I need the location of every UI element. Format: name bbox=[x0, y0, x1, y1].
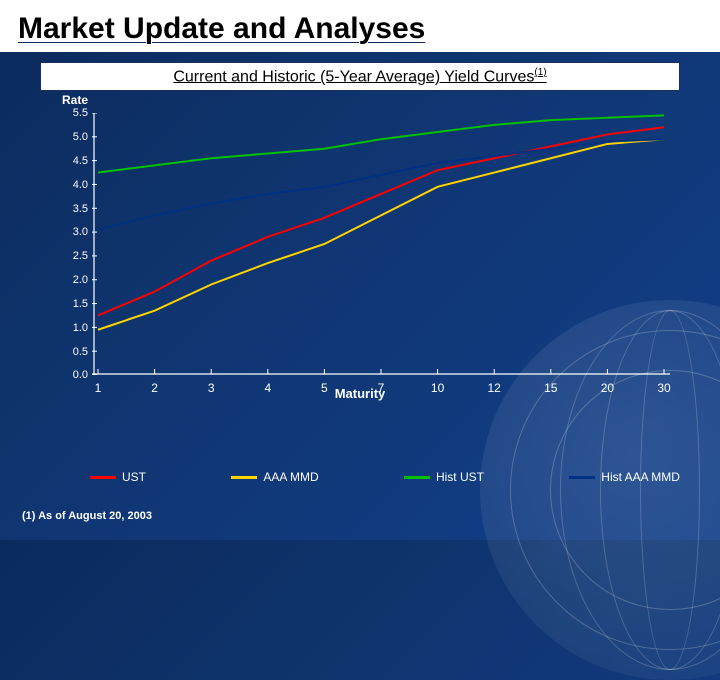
y-tick-label: 4.0 bbox=[60, 179, 88, 191]
slide-title: Market Update and Analyses bbox=[0, 0, 720, 52]
legend-item-ust: UST bbox=[90, 470, 146, 484]
x-tick-label: 5 bbox=[321, 381, 328, 395]
x-axis-label: Maturity bbox=[30, 386, 690, 401]
x-tick-label: 30 bbox=[657, 381, 670, 395]
legend-item-aaa: AAA MMD bbox=[231, 470, 318, 484]
legend-swatch-ust bbox=[90, 476, 116, 479]
legend-label-hist-aaa: Hist AAA MMD bbox=[601, 470, 680, 484]
y-axis-label: Rate bbox=[62, 93, 88, 107]
legend-label-aaa: AAA MMD bbox=[263, 470, 318, 484]
y-tick-label: 2.0 bbox=[60, 274, 88, 286]
x-tick-label: 1 bbox=[95, 381, 102, 395]
chart-subtitle: Current and Historic (5-Year Average) Yi… bbox=[40, 62, 680, 91]
x-tick-label: 3 bbox=[208, 381, 215, 395]
y-tick-label: 2.5 bbox=[60, 250, 88, 262]
x-tick-label: 4 bbox=[264, 381, 271, 395]
x-tick-label: 12 bbox=[488, 381, 501, 395]
x-tick-label: 15 bbox=[544, 381, 557, 395]
y-tick-label: 5.0 bbox=[60, 131, 88, 143]
y-tick-label: 5.5 bbox=[60, 107, 88, 119]
legend-swatch-aaa bbox=[231, 476, 257, 479]
plot-area bbox=[92, 113, 670, 375]
legend-label-ust: UST bbox=[122, 470, 146, 484]
yield-curve-chart: Rate Maturity 0.0 0.5 1.0 1.5 2.0 2.5 3.0 3.5 4.… bbox=[30, 95, 690, 435]
y-tick-label: 0.0 bbox=[60, 369, 88, 381]
y-tick-label: 3.0 bbox=[60, 226, 88, 238]
legend-swatch-hist-ust bbox=[404, 476, 430, 479]
y-tick-label: 1.5 bbox=[60, 298, 88, 310]
x-tick-label: 10 bbox=[431, 381, 444, 395]
subtitle-sup: (1) bbox=[534, 67, 546, 78]
y-tick-label: 4.5 bbox=[60, 155, 88, 167]
y-tick-label: 1.0 bbox=[60, 322, 88, 334]
footnote: (1) As of August 20, 2003 bbox=[22, 510, 152, 522]
subtitle-text: Current and Historic (5-Year Average) Yi… bbox=[173, 68, 534, 85]
x-tick-label: 2 bbox=[151, 381, 158, 395]
chart-legend: UST AAA MMD Hist UST Hist AAA MMD bbox=[90, 470, 680, 484]
legend-swatch-hist-aaa bbox=[569, 476, 595, 479]
x-tick-label: 20 bbox=[601, 381, 614, 395]
legend-item-hist-ust: Hist UST bbox=[404, 470, 484, 484]
x-tick-label: 7 bbox=[378, 381, 385, 395]
y-tick-label: 3.5 bbox=[60, 203, 88, 215]
chart-svg bbox=[92, 113, 670, 375]
legend-label-hist-ust: Hist UST bbox=[436, 470, 484, 484]
legend-item-hist-aaa: Hist AAA MMD bbox=[569, 470, 680, 484]
y-tick-label: 0.5 bbox=[60, 346, 88, 358]
